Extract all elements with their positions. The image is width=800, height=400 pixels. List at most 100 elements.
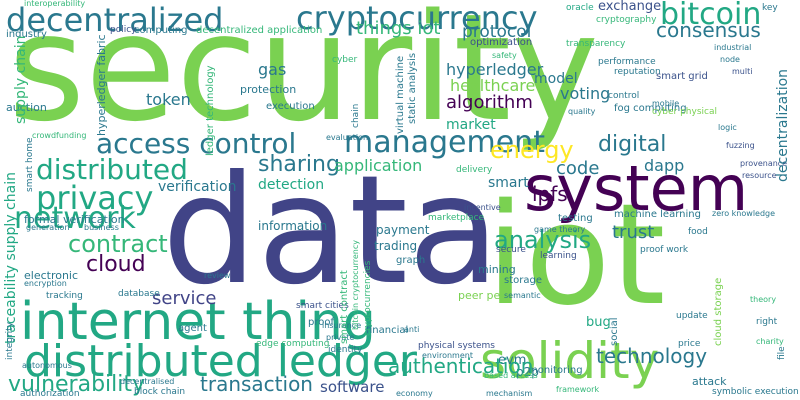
- word-authorization: authorization: [20, 389, 80, 399]
- word-private: private: [326, 333, 355, 342]
- word-token: token: [146, 90, 191, 109]
- word-evaluation: evaluation: [326, 133, 369, 142]
- word-insurance: insurance: [322, 321, 362, 330]
- word-contract: contract: [68, 230, 168, 258]
- word-proof-work: proof work: [640, 245, 689, 255]
- word-secure: secure: [496, 245, 526, 255]
- word-control: control: [608, 91, 640, 101]
- word-data: data: [162, 144, 500, 318]
- word-algorithm: algorithm: [446, 92, 533, 113]
- word-edge-computing: edge computing: [256, 339, 330, 349]
- word-payment: payment: [376, 223, 430, 237]
- word-food: food: [688, 227, 708, 237]
- word-protocol: protocol: [462, 22, 532, 42]
- word-crowdfunding: crowdfunding: [32, 131, 87, 140]
- word-things-iot: things iot: [356, 18, 441, 39]
- word-right: right: [756, 317, 778, 327]
- word-cloud: cloud: [86, 252, 146, 277]
- word-peer-peer: peer peer: [458, 289, 512, 302]
- word-learning: learning: [540, 251, 577, 261]
- word-model: model: [534, 71, 578, 87]
- word-technology: technology: [596, 344, 708, 368]
- word-file: file: [777, 346, 787, 360]
- word-dapp: dapp: [644, 156, 685, 175]
- word-mining: mining: [478, 263, 516, 276]
- word-detection: detection: [258, 177, 325, 193]
- word-cryptocurrency: cryptocurrency: [296, 0, 538, 37]
- word-auction: auction: [6, 101, 47, 114]
- word-symbolic-execution: symbolic execution: [712, 387, 799, 397]
- word-delivery: delivery: [456, 165, 493, 175]
- word-tracking: tracking: [46, 291, 83, 301]
- word-optimization: optimization: [470, 37, 533, 48]
- word-decentralized: decentralized: [6, 1, 224, 39]
- word-oracle: oracle: [566, 3, 594, 13]
- word-marketplace: marketplace: [428, 213, 485, 223]
- word-smart: smart: [488, 175, 529, 191]
- word-traceability-supply-chain: traceability supply chain: [3, 172, 19, 344]
- word-cloud-storage: cloud storage: [713, 277, 724, 346]
- word-application: application: [334, 156, 423, 175]
- word-provenance: provenance: [740, 159, 788, 168]
- word-software: software: [320, 378, 385, 396]
- word-analysis: analysis: [494, 226, 592, 254]
- word-physical-systems: physical systems: [418, 341, 495, 351]
- word-interoperability: interoperability: [24, 0, 86, 8]
- word-electronic: electronic: [24, 269, 79, 282]
- word-digital: digital: [598, 132, 667, 157]
- word-performance: performance: [598, 57, 656, 67]
- word-node: node: [720, 55, 740, 64]
- word-computing: computing: [134, 25, 188, 36]
- word-virtual-machine: virtual machine: [395, 55, 406, 134]
- word-execution: execution: [266, 101, 315, 112]
- word-policy: policy: [110, 25, 137, 35]
- word-distributed: distributed: [36, 153, 188, 186]
- word-theory: theory: [750, 295, 777, 304]
- word-system: system: [524, 152, 749, 225]
- word-block-chain: block chain: [134, 387, 186, 397]
- word-monitoring: monitoring: [528, 365, 583, 376]
- word-gas: gas: [258, 60, 287, 79]
- word-management: management: [344, 125, 545, 160]
- word-smart-home: smart home: [25, 137, 35, 192]
- word-security: security: [8, 0, 599, 154]
- word-energy: energy: [490, 136, 574, 164]
- word-economy: economy: [396, 389, 433, 398]
- word-resource: resource: [742, 171, 777, 180]
- word-evm: evm: [498, 353, 527, 368]
- word-cryptography: cryptography: [596, 15, 657, 25]
- word-smart-grid: smart grid: [656, 71, 708, 82]
- word-consensus: consensus: [656, 18, 761, 42]
- word-anti: anti: [404, 325, 420, 334]
- word-privacy: privacy: [36, 179, 154, 217]
- word-smart-cities: smart cities: [296, 301, 349, 311]
- word-supply-chain: supply chain: [13, 35, 29, 124]
- word-decentralised: decentralised: [120, 377, 175, 386]
- word-internet-thing: internet thing: [20, 292, 376, 352]
- word-market: market: [446, 117, 496, 133]
- word-agent: agent: [178, 323, 207, 334]
- word-smart-contract: smart contract: [339, 270, 350, 344]
- word-storage: storage: [504, 275, 542, 286]
- word-business: business: [84, 223, 119, 232]
- word-iot: iot: [486, 174, 666, 337]
- word-safety: safety: [492, 51, 517, 60]
- word-industrial: industrial: [714, 43, 752, 52]
- word-trading: trading: [374, 239, 418, 253]
- word-decentralized-application: decentralized application: [196, 25, 323, 36]
- word-industry: industry: [6, 29, 47, 40]
- word-based-access: based access: [484, 371, 538, 380]
- word-verification: verification: [158, 179, 237, 195]
- word-transparency: transparency: [566, 39, 626, 49]
- word-hyperledger-fabric: hyperledger fabric: [95, 34, 108, 136]
- word-bug: bug: [586, 315, 611, 330]
- word-machine-learning: machine learning: [614, 209, 701, 220]
- word-healthcare: healthcare: [450, 76, 536, 95]
- word-service: service: [152, 288, 217, 309]
- word-fog-computing: fog computing: [614, 103, 687, 114]
- word-hyperledger: hyperledger: [446, 60, 544, 79]
- word-trust: trust: [612, 222, 655, 243]
- word-reputation: reputation: [614, 67, 661, 77]
- word-voting: voting: [560, 84, 611, 103]
